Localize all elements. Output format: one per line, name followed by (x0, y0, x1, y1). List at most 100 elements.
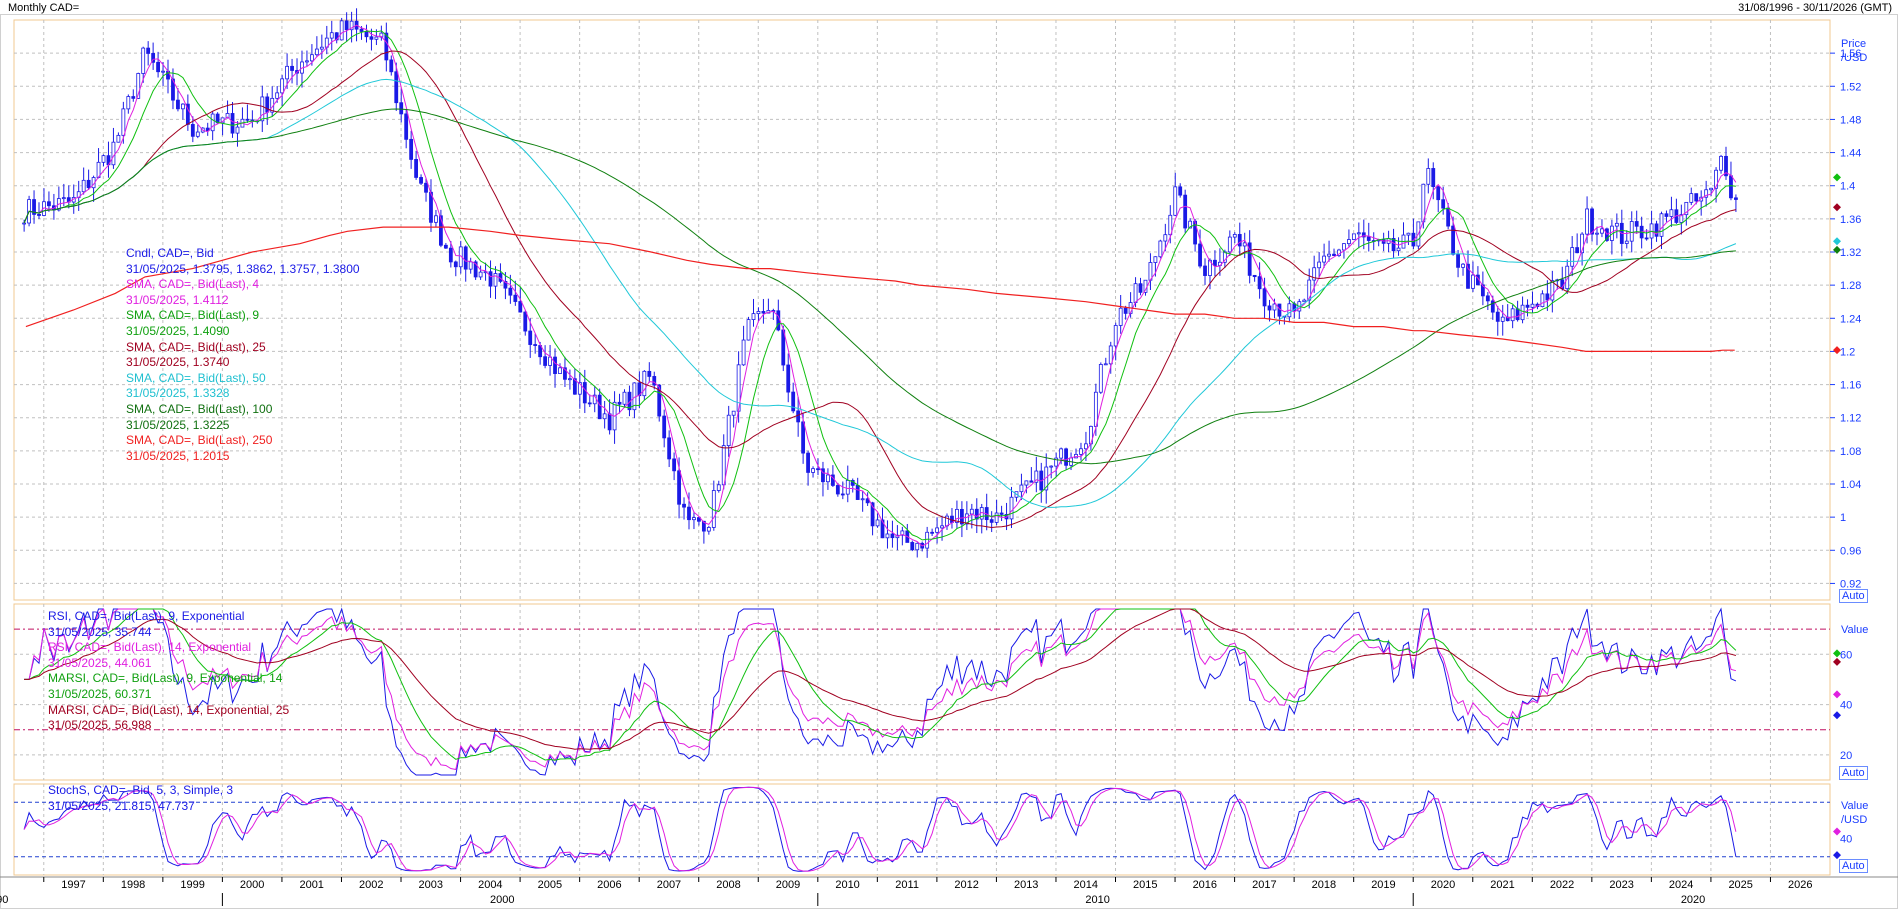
candle (339, 20, 344, 41)
candle (1500, 316, 1505, 322)
candle (935, 527, 939, 533)
candle (384, 32, 389, 61)
candle (617, 401, 622, 405)
price-tick-label: 1.16 (1840, 380, 1861, 392)
candle (647, 370, 652, 377)
rsi-legend-value: 31/05/2025, 35.744 (48, 624, 152, 639)
candle (1634, 221, 1639, 227)
price-legend-value: 31/05/2025, 1.2015 (126, 448, 230, 463)
rsi-auto-button[interactable]: Auto (1839, 766, 1868, 780)
candle (1734, 197, 1738, 200)
candle (1595, 232, 1599, 235)
candle (389, 59, 394, 73)
candle (176, 99, 180, 110)
decade-label: 2000 (490, 894, 514, 906)
candle (806, 452, 810, 473)
candle (1247, 242, 1252, 276)
candle (1411, 232, 1416, 247)
candle (1724, 155, 1728, 177)
candle (855, 484, 860, 500)
candle (662, 415, 667, 439)
candle (1629, 221, 1634, 242)
candle (791, 391, 796, 412)
candle (1624, 240, 1629, 244)
candle (523, 311, 528, 332)
price-legend-value: 31/05/2025, 1.3740 (126, 355, 230, 370)
candle (1406, 232, 1411, 236)
candle (1436, 186, 1441, 201)
price-auto-button[interactable]: Auto (1839, 589, 1868, 603)
candle (1302, 299, 1307, 303)
candle (265, 96, 270, 113)
candle (235, 126, 240, 134)
price-tick-label: 1.04 (1840, 479, 1861, 491)
price-value-marker (1833, 346, 1841, 355)
candle (468, 261, 473, 270)
panel-border-2 (13, 603, 1831, 781)
candle (1103, 363, 1108, 366)
candle (419, 177, 423, 184)
candle (230, 113, 235, 134)
candle (1029, 480, 1034, 483)
price-legend-label: SMA, CAD=, Bid(Last), 100 (126, 401, 273, 416)
candle (369, 36, 374, 40)
candle (1580, 233, 1585, 254)
candle (845, 480, 850, 495)
candle (37, 213, 41, 216)
candle (1158, 240, 1163, 258)
candle (1168, 214, 1173, 236)
candle (116, 134, 121, 143)
candle (1108, 345, 1113, 365)
candle (543, 356, 548, 366)
candle (1515, 308, 1520, 321)
candle (1719, 155, 1723, 171)
candle (161, 70, 165, 73)
candle (716, 484, 721, 491)
candle (731, 410, 736, 416)
year-label: 1998 (121, 879, 145, 891)
candle (424, 182, 428, 193)
price-tick-label: 1.52 (1840, 81, 1861, 93)
candle (558, 367, 562, 374)
candle (746, 319, 751, 341)
candle (1669, 209, 1674, 217)
candle (994, 512, 999, 523)
year-label: 2026 (1788, 879, 1812, 891)
candle (1272, 303, 1277, 311)
price-legend-label: Cndl, CAD=, Bid (126, 246, 214, 260)
candle (572, 378, 577, 395)
candle (1327, 253, 1331, 257)
candle (111, 141, 116, 166)
candle (1178, 186, 1183, 196)
price-tick-label: 1.24 (1840, 313, 1861, 325)
price-legend-label: SMA, CAD=, Bid(Last), 250 (126, 433, 273, 448)
candle (1550, 280, 1555, 301)
year-label: 1999 (180, 879, 204, 891)
candle (667, 437, 672, 460)
price-legend: Cndl, CAD=, Bid 31/05/2025, 1.3795, 1.386… (126, 246, 360, 464)
candle (414, 159, 419, 178)
candle (1396, 247, 1401, 252)
candle (1545, 293, 1550, 301)
candle (86, 179, 91, 189)
candle (1262, 288, 1267, 307)
candle (553, 356, 557, 374)
price-legend-value: 31/05/2025, 1.4090 (126, 323, 230, 338)
candle (568, 378, 572, 381)
candle (637, 382, 642, 397)
stoch-auto-button[interactable]: Auto (1839, 859, 1868, 873)
candle (756, 311, 761, 315)
candle (1461, 263, 1465, 268)
price-legend-label: SMA, CAD=, Bid(Last), 50 (126, 370, 266, 385)
candle (582, 382, 587, 404)
candle (1213, 259, 1217, 266)
candle (1446, 207, 1451, 227)
candle (195, 131, 200, 137)
candle (443, 244, 448, 249)
candle (1664, 213, 1669, 217)
candle (518, 301, 523, 313)
price-legend-value: 31/05/2025, 1.4112 (126, 292, 229, 307)
candle (925, 531, 930, 549)
candle (989, 519, 994, 523)
candle (672, 458, 677, 472)
